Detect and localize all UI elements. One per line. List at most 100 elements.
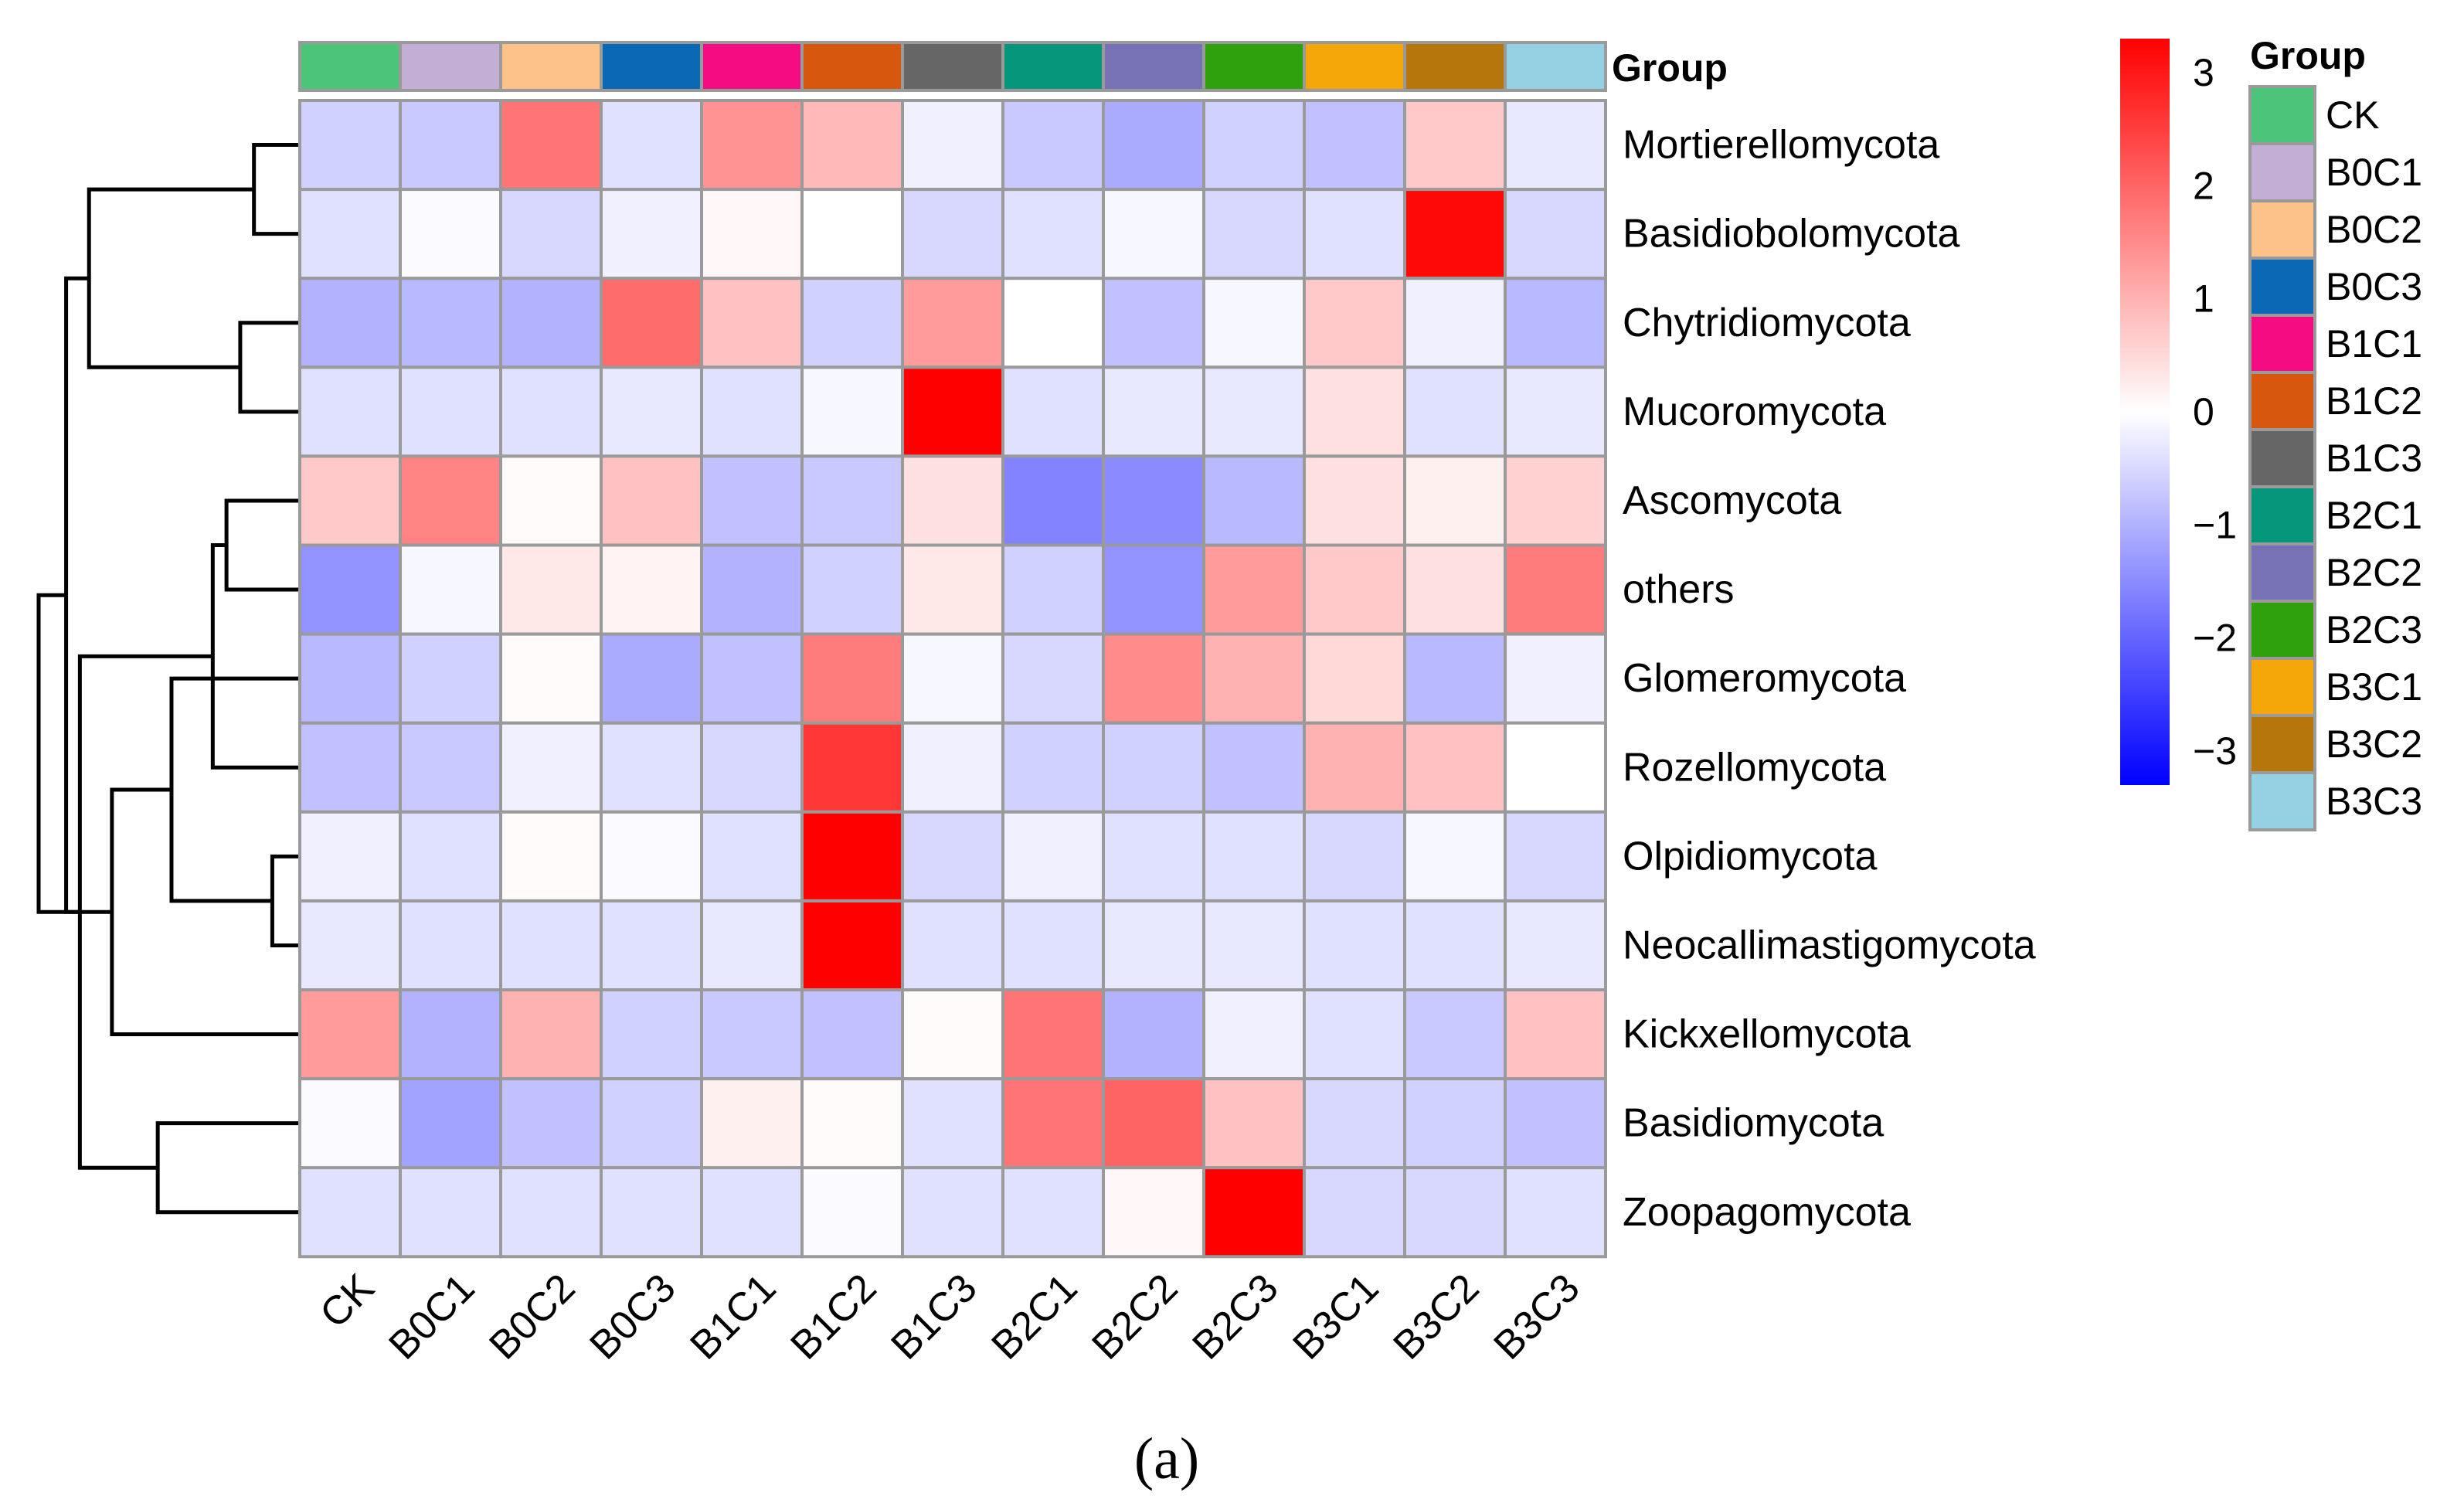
heatmap-cell	[600, 988, 703, 1081]
heatmap-cell	[1001, 1166, 1105, 1259]
row-label: Kickxellomycota	[1623, 1012, 1911, 1057]
heatmap-cell	[298, 988, 402, 1081]
annotation-cell-b3c2	[1403, 41, 1507, 92]
heatmap-cell	[600, 454, 703, 547]
heatmap-cell	[1504, 543, 1607, 636]
row-label: others	[1623, 567, 1735, 612]
heatmap-cell	[1102, 543, 1205, 636]
heatmap-cell	[298, 99, 402, 192]
heatmap-cell	[800, 543, 904, 636]
heatmap-cell	[700, 721, 804, 814]
heatmap-cell	[1403, 365, 1507, 458]
heatmap-cell	[1403, 721, 1507, 814]
heatmap-cell	[901, 365, 1004, 458]
heatmap-cell	[1001, 721, 1105, 814]
annotation-cell-b1c2	[800, 41, 904, 92]
heatmap-cell	[1504, 454, 1607, 547]
annotation-cell-b0c1	[399, 41, 502, 92]
heatmap-cell	[600, 632, 703, 725]
dendrogram-branch	[224, 498, 300, 592]
heatmap-cell	[1504, 99, 1607, 192]
heatmap-cell	[499, 99, 603, 192]
heatmap-cell	[1303, 810, 1406, 903]
heatmap-cell	[1001, 988, 1105, 1081]
column-label: B1C1	[682, 1266, 785, 1368]
heatmap-cell	[1403, 188, 1507, 280]
heatmap-cell	[1001, 810, 1105, 903]
heatmap-cell	[1403, 899, 1507, 992]
heatmap-cell	[600, 365, 703, 458]
heatmap-cell	[1202, 1166, 1306, 1259]
colorbar-tick-label: −1	[2193, 503, 2237, 546]
row-label: Mucoromycota	[1623, 389, 1886, 434]
row-label: Basidiomycota	[1623, 1101, 1884, 1146]
heatmap-cell	[901, 899, 1004, 992]
heatmap-cell	[600, 721, 703, 814]
heatmap-cell	[399, 543, 502, 636]
heatmap-cell	[1102, 99, 1205, 192]
heatmap-cell	[499, 188, 603, 280]
heatmap-cell	[700, 1077, 804, 1170]
legend-swatch-b2c1	[2248, 485, 2316, 546]
legend-swatch-b2c2	[2248, 542, 2316, 603]
heatmap-cell	[1202, 899, 1306, 992]
heatmap-cell	[1403, 99, 1507, 192]
heatmap-cell	[1102, 188, 1205, 280]
legend-label: B3C1	[2326, 665, 2422, 709]
heatmap-cell	[499, 721, 603, 814]
legend-label: B0C2	[2326, 208, 2422, 251]
heatmap-cell	[499, 899, 603, 992]
group-legend-items: CK B0C1 B0C2 B0C3 B1C1 B1C2 B1C3 B2C1 B2C2 B2C3 B3…	[2248, 85, 2422, 831]
legend-swatch-b2c3	[2248, 600, 2316, 660]
heatmap-cell	[800, 721, 904, 814]
heatmap-cell	[901, 454, 1004, 547]
column-label: B0C2	[481, 1266, 584, 1368]
heatmap-cell	[1403, 543, 1507, 636]
heatmap-cell	[399, 188, 502, 280]
colorbar-tick-label: −3	[2193, 729, 2237, 773]
heatmap-cell	[901, 721, 1004, 814]
heatmap-cell	[1504, 988, 1607, 1081]
heatmap-cell	[1303, 988, 1406, 1081]
heatmap-cell	[800, 1166, 904, 1259]
annotation-cell-b0c2	[499, 41, 603, 92]
dendrogram-branch	[36, 593, 80, 914]
heatmap-cell	[1303, 365, 1406, 458]
legend-label: CK	[2326, 93, 2379, 137]
colorbar-tick-label: 1	[2193, 277, 2214, 321]
heatmap-cell	[298, 365, 402, 458]
column-label: B2C2	[1084, 1266, 1187, 1368]
heatmap-cell	[901, 1166, 1004, 1259]
heatmap-cell	[499, 454, 603, 547]
heatmap-cell	[399, 1166, 502, 1259]
heatmap-cell	[1202, 365, 1306, 458]
heatmap-cell	[1303, 1077, 1406, 1170]
annotation-cell-b2c1	[1001, 41, 1105, 92]
heatmap-cell	[1202, 1077, 1306, 1170]
heatmap-cell	[1202, 721, 1306, 814]
heatmap-cell	[1001, 632, 1105, 725]
heatmap-cell	[1403, 810, 1507, 903]
heatmap-cell	[700, 365, 804, 458]
heatmap-cell	[1001, 454, 1105, 547]
dendrogram-branch	[155, 1121, 300, 1215]
heatmap-cell	[700, 810, 804, 903]
row-dendrogram	[36, 143, 300, 1215]
row-label: Ascomycota	[1623, 478, 1841, 523]
row-label: Basidiobolomycota	[1623, 212, 1960, 257]
heatmap-cell	[1202, 543, 1306, 636]
heatmap-cell	[1202, 99, 1306, 192]
heatmap-cell	[1303, 543, 1406, 636]
color-scale-legend: 3 2 1 0 −1 −2 −3	[2120, 39, 2237, 785]
heatmap-cell	[800, 988, 904, 1081]
heatmap-cell	[298, 1166, 402, 1259]
heatmap-cell	[1504, 1166, 1607, 1259]
heatmap-cell	[1504, 1077, 1607, 1170]
heatmap-cell	[399, 454, 502, 547]
heatmap-cell	[1202, 632, 1306, 725]
heatmap-cell	[298, 543, 402, 636]
heatmap-cell	[399, 721, 502, 814]
heatmap-cell	[1001, 899, 1105, 992]
heatmap-cell	[800, 454, 904, 547]
